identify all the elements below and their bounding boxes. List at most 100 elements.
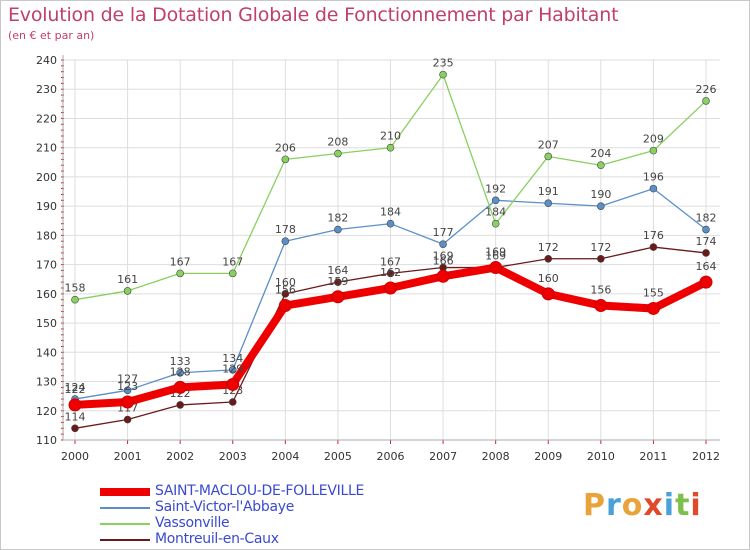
- data-point: [281, 155, 290, 164]
- data-point: [541, 287, 555, 301]
- data-point: [491, 196, 500, 205]
- x-tick-label: 2010: [587, 450, 615, 463]
- data-label: 122: [65, 383, 86, 396]
- data-point: [544, 254, 553, 263]
- data-label: 204: [590, 147, 611, 160]
- data-label: 134: [222, 352, 243, 365]
- data-label: 127: [117, 372, 138, 385]
- y-tick-label: 170: [36, 259, 57, 272]
- y-tick-label: 160: [36, 288, 57, 301]
- data-label: 133: [170, 355, 191, 368]
- data-point: [121, 395, 135, 409]
- data-label: 191: [538, 185, 559, 198]
- data-point: [646, 301, 660, 315]
- data-label: 206: [275, 141, 296, 154]
- data-point: [597, 254, 605, 263]
- data-label: 159: [327, 275, 348, 288]
- data-point: [228, 398, 237, 406]
- logo-letter: t: [675, 488, 691, 523]
- data-point: [544, 152, 553, 161]
- x-tick-label: 2007: [429, 450, 457, 463]
- data-point: [436, 269, 450, 283]
- legend-label: Saint-Victor-l'Abbaye: [155, 499, 295, 515]
- proxiti-logo: Proxiti: [583, 488, 702, 523]
- logo-letter: o: [621, 488, 644, 523]
- data-point: [597, 161, 605, 170]
- data-label: 235: [433, 57, 454, 70]
- data-point: [334, 225, 342, 234]
- data-label: 167: [222, 255, 243, 268]
- data-label: 210: [380, 130, 401, 143]
- data-label: 123: [117, 380, 138, 393]
- data-label: 182: [696, 212, 717, 225]
- x-tick-label: 2006: [377, 450, 405, 463]
- logo-letter: x: [643, 488, 664, 523]
- data-point: [597, 202, 605, 210]
- data-label: 166: [433, 254, 454, 267]
- data-point: [594, 299, 608, 313]
- data-point: [228, 269, 237, 278]
- data-label: 160: [538, 272, 559, 285]
- y-tick-label: 130: [36, 376, 57, 389]
- x-tick-label: 2002: [166, 450, 194, 463]
- data-point: [176, 368, 184, 377]
- y-tick-label: 220: [36, 112, 57, 125]
- data-label: 156: [275, 284, 296, 297]
- legend-swatch: [100, 539, 150, 541]
- data-label: 169: [433, 250, 454, 263]
- data-point: [123, 415, 132, 424]
- data-point: [176, 269, 184, 278]
- data-point: [68, 398, 82, 412]
- data-point: [281, 290, 290, 298]
- data-label: 155: [643, 286, 664, 299]
- data-point: [71, 295, 79, 304]
- data-point: [649, 146, 658, 155]
- data-label: 167: [170, 255, 191, 268]
- data-point: [123, 287, 132, 295]
- data-label: 209: [643, 133, 664, 146]
- data-label: 129: [222, 362, 243, 375]
- data-label: 169: [485, 246, 506, 259]
- x-tick-label: 2001: [114, 450, 142, 463]
- data-label: 164: [696, 260, 717, 273]
- data-label: 160: [275, 276, 296, 289]
- data-label: 190: [590, 188, 611, 201]
- data-label: 128: [170, 365, 191, 378]
- x-tick-label: 2003: [219, 450, 247, 463]
- data-label: 182: [327, 212, 348, 225]
- data-point: [123, 386, 132, 395]
- data-point: [439, 240, 447, 248]
- data-label: 208: [327, 136, 348, 149]
- x-tick-label: 2004: [271, 450, 299, 463]
- data-label: 196: [643, 171, 664, 184]
- data-label: 124: [65, 381, 86, 394]
- data-point: [334, 149, 342, 158]
- data-point: [281, 237, 290, 246]
- y-tick-label: 230: [36, 83, 57, 96]
- data-label: 172: [538, 241, 559, 254]
- data-label: 226: [696, 83, 717, 96]
- legend-label: Montreuil-en-Caux: [155, 531, 279, 547]
- data-label: 184: [485, 206, 506, 219]
- data-point: [702, 249, 710, 257]
- data-point: [699, 275, 713, 289]
- y-tick-label: 190: [36, 200, 57, 213]
- data-point: [649, 243, 658, 251]
- logo-letter: P: [583, 488, 606, 523]
- y-tick-label: 210: [36, 142, 57, 155]
- logo-letter: i: [663, 488, 676, 523]
- data-label: 172: [590, 241, 611, 254]
- chart-subtitle: (en € et par an): [8, 29, 95, 42]
- data-point: [491, 219, 500, 228]
- data-point: [386, 219, 395, 228]
- x-tick-label: 2009: [534, 450, 562, 463]
- data-label: 114: [65, 410, 86, 423]
- data-point: [544, 199, 553, 208]
- data-point: [439, 70, 447, 79]
- legend-swatch: [100, 488, 150, 496]
- data-label: 192: [485, 182, 506, 195]
- y-tick-label: 200: [36, 171, 57, 184]
- x-tick-label: 2000: [61, 450, 89, 463]
- line-chart: 110 120 130 140 150 160 170 180 190 200 210 220 230 2…: [36, 54, 720, 463]
- data-point: [173, 380, 187, 394]
